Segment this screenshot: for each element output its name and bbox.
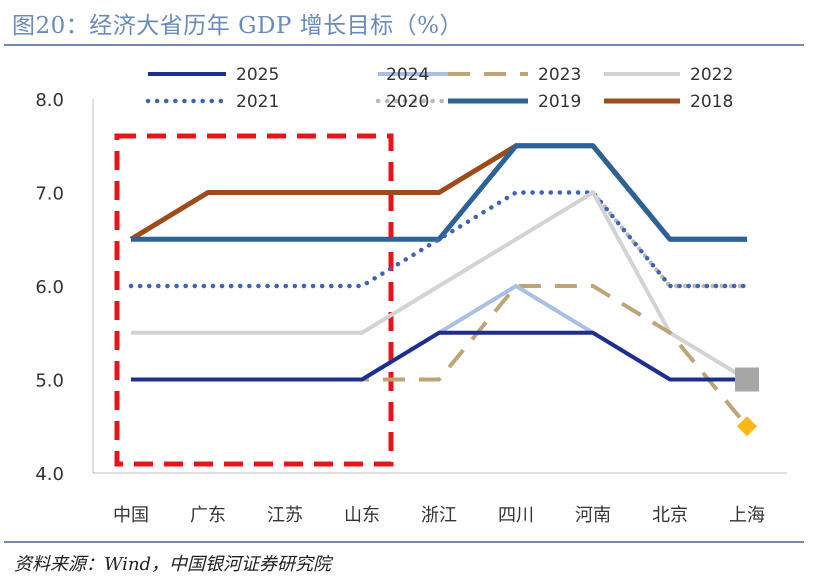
x-tick-label: 山东 xyxy=(344,505,380,526)
series-line-2025 xyxy=(131,330,747,382)
legend-label-2020: 2020 xyxy=(386,92,429,112)
x-tick-label: 江苏 xyxy=(267,505,303,526)
y-tick-label: 8.0 xyxy=(35,90,64,111)
x-tick-label: 北京 xyxy=(652,505,688,526)
x-tick-label: 广东 xyxy=(190,505,226,526)
x-tick-label: 河南 xyxy=(575,505,611,526)
series-line-2019 xyxy=(131,143,747,242)
source-note: 资料来源：Wind，中国银河证券研究院 xyxy=(14,554,332,575)
source-rule xyxy=(4,541,804,543)
legend-label-2021: 2021 xyxy=(236,92,279,112)
x-tick-label: 浙江 xyxy=(421,505,457,526)
y-tick-label: 6.0 xyxy=(35,277,64,298)
series-line-2020 xyxy=(590,190,750,289)
marker-2023-上海 xyxy=(737,416,757,437)
x-tick-label: 四川 xyxy=(498,505,534,526)
y-tick-label: 5.0 xyxy=(35,371,64,392)
legend-label-2022: 2022 xyxy=(690,65,733,85)
series-line-2018 xyxy=(129,143,747,242)
legend-label-2018: 2018 xyxy=(690,92,733,112)
y-tick-label: 7.0 xyxy=(35,184,64,205)
legend-label-2019: 2019 xyxy=(538,92,581,112)
legend-label-2025: 2025 xyxy=(236,65,279,85)
y-tick-label: 4.0 xyxy=(35,464,64,485)
series-line-2023 xyxy=(131,284,749,428)
title-rule xyxy=(4,44,804,46)
legend-label-2023: 2023 xyxy=(538,65,581,85)
marker-2022-上海 xyxy=(735,367,759,392)
x-tick-label: 中国 xyxy=(113,505,149,526)
x-tick-label: 上海 xyxy=(729,505,765,526)
legend-label-2024: 2024 xyxy=(386,65,429,85)
series-line-2022 xyxy=(131,190,749,382)
highlight-box xyxy=(114,133,394,467)
chart-title: 图20：经济大省历年 GDP 增长目标（%） xyxy=(12,13,464,39)
